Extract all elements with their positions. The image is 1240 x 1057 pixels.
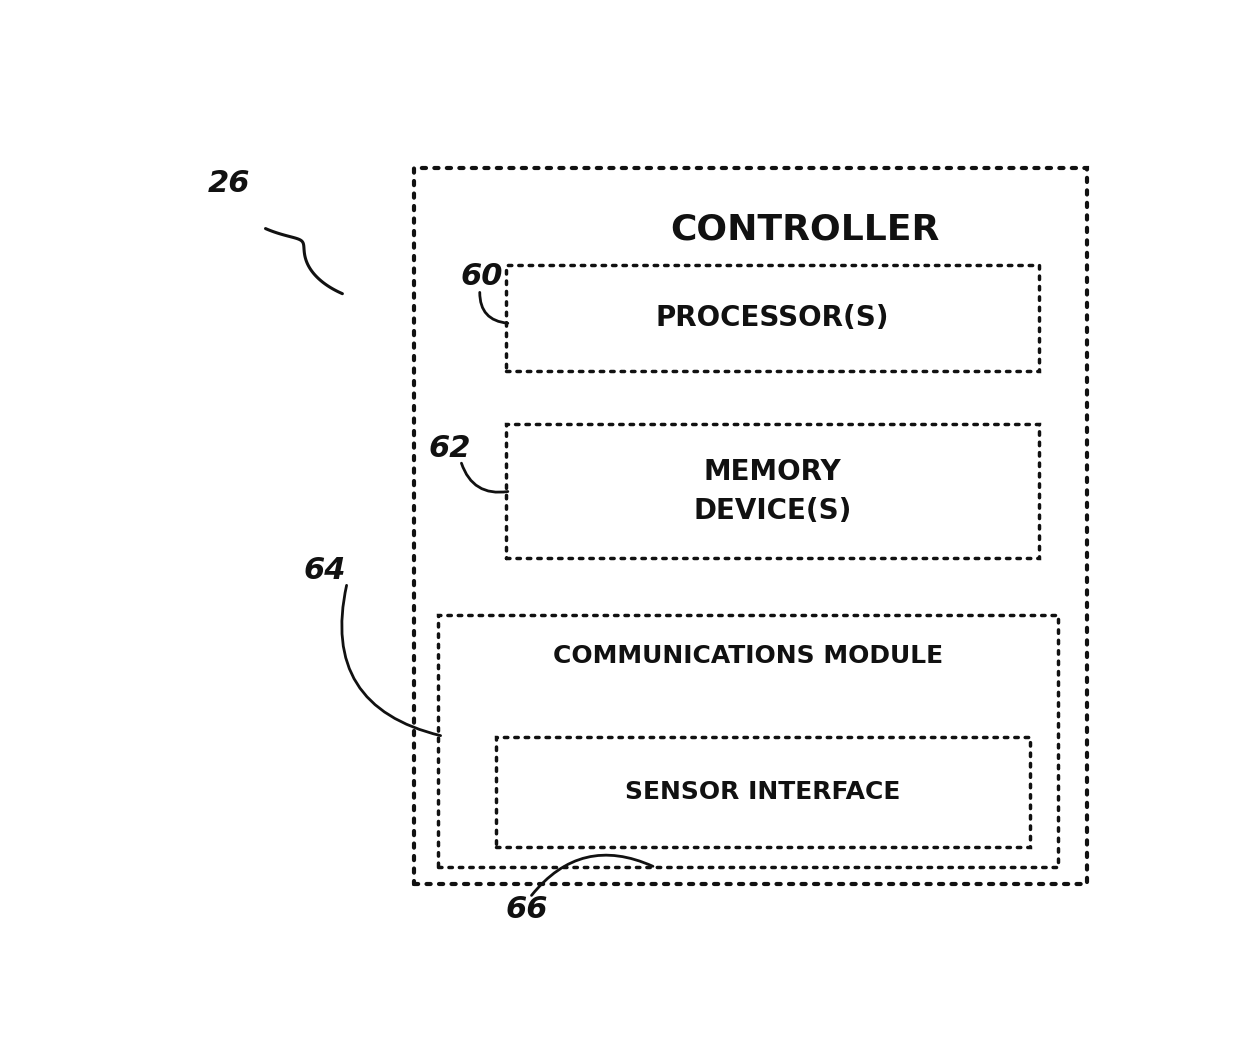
Text: PROCESSOR(S): PROCESSOR(S) — [656, 304, 889, 332]
Text: MEMORY
DEVICE(S): MEMORY DEVICE(S) — [693, 458, 852, 524]
Text: COMMUNICATIONS MODULE: COMMUNICATIONS MODULE — [553, 644, 944, 668]
Bar — [414, 168, 1087, 884]
Text: SENSOR INTERFACE: SENSOR INTERFACE — [625, 780, 900, 804]
Text: 64: 64 — [304, 556, 346, 585]
Text: 66: 66 — [506, 895, 548, 924]
Text: 62: 62 — [429, 433, 471, 463]
Bar — [496, 738, 1029, 847]
Bar — [506, 265, 1039, 371]
Bar — [506, 424, 1039, 558]
Text: 26: 26 — [208, 169, 250, 199]
Bar — [439, 615, 1059, 868]
Text: CONTROLLER: CONTROLLER — [670, 212, 940, 246]
Text: 60: 60 — [460, 262, 503, 291]
